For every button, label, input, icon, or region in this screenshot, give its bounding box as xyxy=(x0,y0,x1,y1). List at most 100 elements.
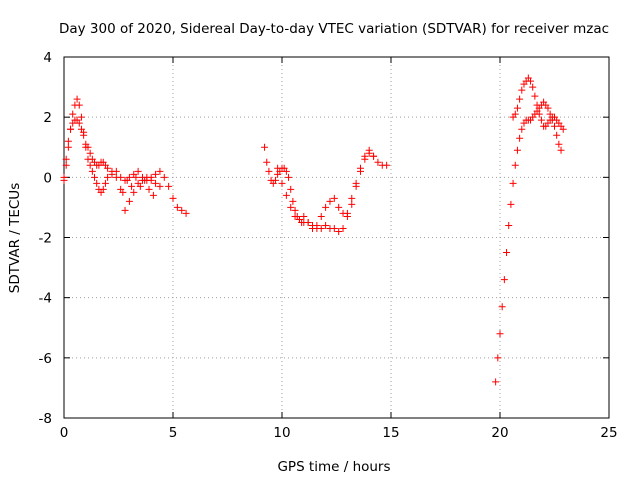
data-point xyxy=(309,224,317,232)
data-point xyxy=(182,209,190,217)
data-point xyxy=(75,119,83,127)
data-point xyxy=(147,176,155,184)
y-tick-label: -2 xyxy=(39,231,52,247)
data-point xyxy=(134,167,142,175)
series-trace-g xyxy=(509,74,567,133)
data-point xyxy=(285,173,293,181)
y-tick-label: -6 xyxy=(39,351,52,367)
data-point xyxy=(343,209,351,217)
data-point xyxy=(511,110,519,118)
data-point xyxy=(361,152,369,160)
data-point xyxy=(73,95,81,103)
data-point xyxy=(160,173,168,181)
data-point xyxy=(291,212,299,220)
data-point xyxy=(282,167,290,175)
data-point xyxy=(64,143,72,151)
data-point xyxy=(289,197,297,205)
data-point xyxy=(295,215,303,223)
data-points xyxy=(60,74,567,386)
series-trace-d xyxy=(261,143,391,235)
data-point xyxy=(169,194,177,202)
data-point xyxy=(156,182,164,190)
data-point xyxy=(555,140,563,148)
y-tick-label: -4 xyxy=(39,291,52,307)
y-tick-label: -8 xyxy=(39,411,52,427)
data-point xyxy=(112,173,120,181)
data-point xyxy=(300,212,308,220)
data-point xyxy=(498,303,506,311)
data-point xyxy=(365,146,373,154)
data-point xyxy=(505,221,513,229)
data-point xyxy=(104,173,112,181)
data-point xyxy=(496,330,504,338)
data-point xyxy=(287,185,295,193)
data-point xyxy=(511,161,519,169)
series-trace-f xyxy=(492,98,565,386)
data-point xyxy=(130,188,138,196)
data-point xyxy=(86,149,94,157)
data-point xyxy=(75,101,83,109)
data-point xyxy=(544,104,552,112)
data-point xyxy=(335,227,343,235)
chart-title: Day 300 of 2020, Sidereal Day-to-day VTE… xyxy=(59,21,609,37)
data-point xyxy=(533,101,541,109)
data-point xyxy=(136,182,144,190)
data-point xyxy=(77,125,85,133)
data-point xyxy=(152,179,160,187)
data-point xyxy=(69,110,77,118)
data-point xyxy=(165,182,173,190)
axis-ticks: 0 5 10 15 20 25 -8 -6 -4 -2 0 2 4 xyxy=(39,50,618,441)
data-point xyxy=(383,161,391,169)
data-point xyxy=(313,221,321,229)
x-tick-label: 25 xyxy=(600,425,617,441)
data-point xyxy=(330,224,338,232)
data-point xyxy=(141,176,149,184)
data-point xyxy=(271,176,279,184)
data-point xyxy=(500,276,508,284)
data-point xyxy=(152,170,160,178)
data-point xyxy=(125,197,133,205)
data-point xyxy=(156,167,164,175)
data-point xyxy=(317,224,325,232)
data-point xyxy=(339,224,347,232)
data-point xyxy=(374,158,382,166)
data-point xyxy=(274,164,282,172)
data-point xyxy=(263,158,271,166)
series-trace-a xyxy=(60,95,190,217)
data-point xyxy=(261,143,269,151)
data-point xyxy=(128,182,136,190)
y-tick-label: 4 xyxy=(43,50,52,66)
series-trace-b xyxy=(60,116,164,214)
data-point xyxy=(516,95,524,103)
y-tick-label: 0 xyxy=(43,170,52,186)
x-tick-label: 15 xyxy=(382,425,399,441)
data-point xyxy=(86,161,94,169)
data-point xyxy=(557,146,565,154)
x-tick-label: 10 xyxy=(273,425,290,441)
data-point xyxy=(101,179,109,187)
data-point xyxy=(553,131,561,139)
data-point xyxy=(348,200,356,208)
data-point xyxy=(370,152,378,160)
data-point xyxy=(352,182,360,190)
data-point xyxy=(88,167,96,175)
data-point xyxy=(291,206,299,214)
data-point xyxy=(265,167,273,175)
data-point xyxy=(513,146,521,154)
data-point xyxy=(537,116,545,124)
data-point xyxy=(80,131,88,139)
data-point xyxy=(304,218,312,226)
data-point xyxy=(119,188,127,196)
data-point xyxy=(518,86,526,94)
data-point xyxy=(559,125,567,133)
data-point xyxy=(507,200,515,208)
data-point xyxy=(529,83,537,91)
data-point xyxy=(516,134,524,142)
data-point xyxy=(67,125,75,133)
data-point xyxy=(108,167,116,175)
data-point xyxy=(492,378,500,386)
data-point xyxy=(326,197,334,205)
data-point xyxy=(317,212,325,220)
data-point xyxy=(84,143,92,151)
